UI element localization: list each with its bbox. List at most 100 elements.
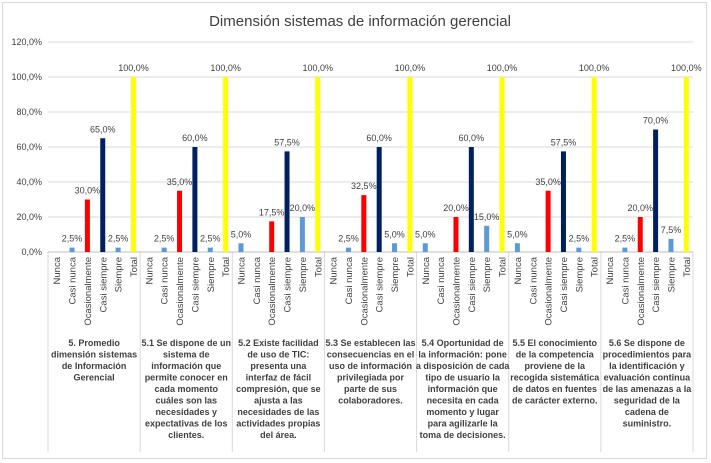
group-label-line: necesita en cada <box>427 396 500 406</box>
group-label-line: interfaz de fácil <box>246 373 312 383</box>
bar-total <box>683 77 689 252</box>
group-label-line: tipo de usuario la <box>425 373 501 383</box>
data-label: 2,5% <box>200 234 221 244</box>
bar-ocasionalmente <box>361 195 367 252</box>
data-label: 100,0% <box>302 63 333 73</box>
group-label-line: parte de sus <box>344 384 397 394</box>
group-label-line: recogida sistemática <box>510 373 600 383</box>
y-tick-label: 80,0% <box>16 107 42 117</box>
data-label: 5,0% <box>384 229 405 239</box>
group-label-line: 5.5 El conocimiento <box>513 338 598 348</box>
data-label: 57,5% <box>274 137 300 147</box>
x-tick-label: Nunca <box>236 256 247 284</box>
data-label: 2,5% <box>154 234 175 244</box>
bar-total <box>315 77 321 252</box>
bar-casi-siempre <box>100 138 106 252</box>
bar-casi-siempre <box>560 151 566 252</box>
x-tick-label: Siempre <box>298 257 309 292</box>
x-tick-label: Casi siempre <box>98 257 109 312</box>
y-tick-label: 0,0% <box>21 247 42 257</box>
x-tick-label: Nunca <box>513 256 524 284</box>
bar-siempre <box>668 238 674 252</box>
group-label-line: compresión, que se <box>236 384 321 394</box>
group-label-line: evaluación continua <box>604 373 692 383</box>
x-tick-label: Nunca <box>421 256 432 284</box>
group-label-line: de carácter externo. <box>512 396 598 406</box>
data-label: 32,5% <box>351 181 377 191</box>
bar-nunca <box>514 243 520 252</box>
x-tick-label: Siempre <box>390 257 401 292</box>
bar-nunca <box>238 243 244 252</box>
group-label-line: sistema de <box>163 350 210 360</box>
group-label-line: de datos en fuentes <box>513 384 598 394</box>
bar-total <box>407 77 413 252</box>
x-tick-label: Casi nunca <box>252 256 263 304</box>
bar-casi-siempre <box>284 151 290 252</box>
x-tick-label: Casi nunca <box>436 256 447 304</box>
group-label-line: toma de decisiones. <box>420 430 506 440</box>
bar-siempre <box>392 243 398 252</box>
x-tick-label: Casi nunca <box>344 256 355 304</box>
group-label-line: información que <box>151 361 221 371</box>
group-label-line: del área. <box>260 430 297 440</box>
x-tick-label: Ocasionalmente <box>636 257 647 326</box>
bar-siempre <box>115 247 121 252</box>
y-tick-label: 40,0% <box>16 177 42 187</box>
data-label: 100,0% <box>118 63 149 73</box>
data-label: 100,0% <box>487 63 518 73</box>
group-label-line: ajusta a las <box>254 396 303 406</box>
x-tick-label: Total <box>682 257 693 277</box>
group-label-line: seguridad de la <box>614 396 681 406</box>
x-tick-label: Ocasionalmente <box>175 257 186 326</box>
x-tick-label: Ocasionalmente <box>359 257 370 326</box>
x-tick-label: Total <box>129 257 140 277</box>
bar-ocasionalmente <box>637 217 643 252</box>
data-label: 60,0% <box>182 133 208 143</box>
x-tick-label: Ocasionalmente <box>83 257 94 326</box>
data-label: 17,5% <box>259 207 285 217</box>
group-label-line: para agilizarle la <box>428 419 499 429</box>
bar-casi-nunca <box>69 247 75 252</box>
group-label-line: proviene de la <box>525 361 587 371</box>
data-label: 20,0% <box>290 203 316 213</box>
data-label: 35,0% <box>535 177 561 187</box>
data-label: 2,5% <box>615 234 636 244</box>
group-label-line: consecuencias en el <box>327 350 415 360</box>
group-label-line: 5.6 Se dispone de <box>609 338 685 348</box>
data-label: 2,5% <box>108 234 129 244</box>
bar-nunca <box>422 243 428 252</box>
group-label-line: uso de información <box>329 361 412 371</box>
bar-casi-nunca <box>345 247 351 252</box>
data-label: 5,0% <box>507 229 528 239</box>
x-tick-label: Casi siempre <box>375 257 386 312</box>
group-label-line: Gerencial <box>74 373 115 383</box>
x-tick-label: Total <box>498 257 509 277</box>
chart-frame <box>2 2 707 459</box>
group-label-line: suministro. <box>623 419 672 429</box>
x-tick-label: Casi nunca <box>160 256 171 304</box>
bar-casi-siempre <box>192 147 198 252</box>
data-label: 20,0% <box>443 203 469 213</box>
data-label: 60,0% <box>459 133 485 143</box>
group-label-line: 5.3 Se establecen las <box>325 338 415 348</box>
group-label-line: privilegiada por <box>337 373 405 383</box>
x-tick-label: Nunca <box>52 256 63 284</box>
x-tick-label: Ocasionalmente <box>544 257 555 326</box>
bar-casi-siempre <box>468 147 474 252</box>
y-tick-label: 120,0% <box>11 37 42 47</box>
group-label-line: presenta una <box>250 361 307 371</box>
x-tick-label: Siempre <box>574 257 585 292</box>
x-tick-label: Total <box>221 257 232 277</box>
bar-casi-nunca <box>161 247 167 252</box>
data-label: 15,0% <box>474 212 500 222</box>
bar-casi-siempre <box>376 147 382 252</box>
group-label-line: dimensión sistemas <box>51 350 137 360</box>
x-tick-label: Total <box>405 257 416 277</box>
data-label: 5,0% <box>231 229 252 239</box>
data-label: 100,0% <box>395 63 426 73</box>
x-tick-label: Siempre <box>206 257 217 292</box>
group-label-line: colaboradores. <box>338 396 403 406</box>
bar-ocasionalmente <box>84 199 90 252</box>
group-label-line: necesidades y <box>155 407 217 417</box>
